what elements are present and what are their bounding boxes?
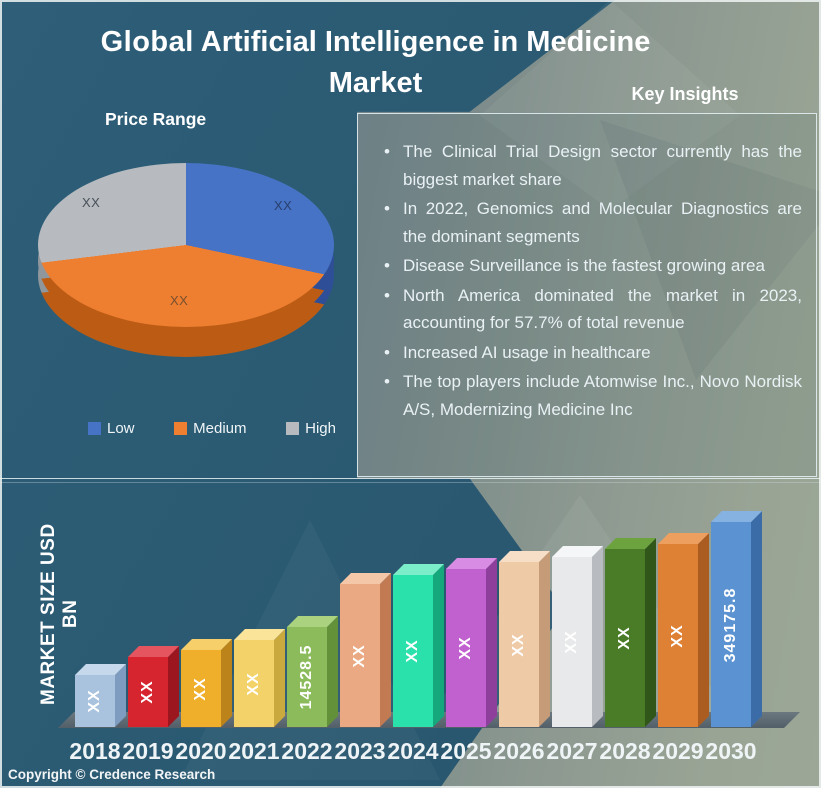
bar-side-face	[433, 564, 444, 727]
bar-side-face	[274, 629, 285, 727]
x-axis-label-2020: 2020	[175, 738, 227, 764]
title-rest-part: Artificial Intelligence in Medicine	[193, 26, 651, 58]
pie-top-face	[38, 163, 334, 327]
bar-2022: 14528.5	[287, 616, 338, 727]
bar-side-face	[168, 646, 179, 727]
pie-chart-title: Price Range	[105, 109, 207, 129]
x-axis-label-2018: 2018	[69, 738, 121, 764]
page-title: Global Artificial Intelligence in Medici…	[60, 22, 691, 104]
bar-2030: 349175.8	[711, 511, 762, 727]
bar-value-label: XX	[351, 643, 368, 668]
key-insights-heading: Key Insights	[631, 84, 739, 104]
page-title-line1: Global Artificial Intelligence in Medici…	[101, 26, 651, 58]
bar-value-label: 349175.8	[722, 587, 739, 662]
bar-2029: XX	[658, 533, 709, 727]
bar-side-face	[539, 551, 550, 727]
x-axis-label-2030: 2030	[705, 738, 757, 764]
bar-2020: XX	[181, 639, 232, 727]
x-axis-label-2027: 2027	[546, 738, 598, 764]
x-axis-label-2024: 2024	[387, 738, 439, 764]
section-divider-line-secondary	[0, 482, 821, 483]
copyright-text: Copyright © Credence Research	[8, 767, 216, 782]
bar-2019: XX	[128, 646, 179, 727]
bar-side-face	[751, 511, 762, 727]
bar-value-label: 14528.5	[298, 644, 315, 710]
legend-swatch-low	[88, 422, 101, 435]
bar-2018: XX	[75, 664, 126, 727]
bar-front-face: XX	[393, 575, 433, 727]
insight-bullet: Increased AI usage in healthcare	[376, 339, 802, 367]
x-axis-label-2026: 2026	[493, 738, 545, 764]
bar-front-face: XX	[499, 562, 539, 727]
pie-slice-label-medium: XX	[170, 293, 189, 308]
bar-front-face: XX	[234, 640, 274, 727]
legend-swatch-medium	[174, 422, 188, 435]
x-axis-label-2021: 2021	[228, 738, 280, 764]
x-axis-label-2029: 2029	[652, 738, 704, 764]
bar-front-face: XX	[340, 584, 380, 727]
bar-front-face: XX	[128, 657, 168, 727]
bar-front-face: XX	[605, 549, 645, 727]
bar-side-face	[698, 533, 709, 727]
x-axis-label-2022: 2022	[281, 738, 333, 764]
x-axis-label-2019: 2019	[122, 738, 174, 764]
section-divider-line	[0, 478, 821, 479]
bar-2021: XX	[234, 629, 285, 727]
pie-legend: Low Medium High	[88, 420, 336, 437]
bar-value-label: XX	[86, 689, 103, 713]
insight-bullet: Disease Surveillance is the fastest grow…	[376, 252, 802, 280]
bar-side-face	[327, 616, 338, 727]
insight-bullet: North America dominated the market in 20…	[376, 282, 802, 337]
pie-slice-label-low: XX	[274, 198, 293, 213]
bar-side-face	[380, 573, 391, 727]
bar-front-face: XX	[446, 569, 486, 727]
pie-chart: XX XX XX	[30, 163, 342, 373]
bar-2027: XX	[552, 546, 603, 727]
x-axis-label-2025: 2025	[440, 738, 492, 764]
bar-2024: XX	[393, 564, 444, 727]
bar-value-label: XX	[616, 626, 633, 650]
bar-value-label: XX	[139, 680, 156, 704]
bar-value-label: XX	[563, 630, 580, 654]
insight-bullet: The Clinical Trial Design sector current…	[376, 138, 802, 193]
insight-bullet: The top players include Atomwise Inc., N…	[376, 368, 802, 423]
title-bold-part: Global	[100, 26, 194, 58]
legend-label-high: High	[305, 420, 336, 437]
bar-side-face	[592, 546, 603, 727]
insight-bullet: In 2022, Genomics and Molecular Diagnost…	[376, 195, 802, 250]
bar-2026: XX	[499, 551, 550, 727]
bar-2023: XX	[340, 573, 391, 727]
legend-item-low: Low	[88, 420, 135, 437]
bar-value-label: XX	[457, 636, 474, 660]
bar-value-label: XX	[192, 676, 209, 701]
key-insights-list: The Clinical Trial Design sector current…	[376, 138, 802, 423]
bar-value-label: XX	[404, 639, 421, 663]
pie-slice-label-high: XX	[82, 195, 101, 210]
bar-value-label: XX	[510, 632, 527, 657]
x-axis-label-2028: 2028	[599, 738, 651, 764]
bar-front-face: 14528.5	[287, 627, 327, 727]
bar-front-face: XX	[658, 544, 698, 727]
legend-label-medium: Medium	[193, 420, 247, 437]
bar-value-label: XX	[669, 623, 686, 648]
bar-front-face: 349175.8	[711, 522, 751, 727]
bar-front-face: XX	[552, 557, 592, 727]
bar-2025: XX	[446, 558, 497, 727]
page-title-line2: Market	[328, 67, 423, 99]
legend-item-medium: Medium	[174, 420, 247, 437]
legend-label-low: Low	[107, 420, 135, 437]
bar-side-face	[645, 538, 656, 727]
bar-front-face: XX	[181, 650, 221, 727]
bar-chart: MARKET SIZE USD BN XX 2018 XX 2019 XX 2020 XX 2…	[0, 480, 821, 788]
legend-item-high: High	[286, 420, 336, 437]
bar-front-face: XX	[75, 675, 115, 727]
bar-side-face	[486, 558, 497, 727]
legend-swatch-high	[286, 422, 300, 435]
key-insights-box: The Clinical Trial Design sector current…	[357, 113, 817, 477]
bar-side-face	[221, 639, 232, 727]
bar-value-label: XX	[245, 671, 262, 696]
x-axis-label-2023: 2023	[334, 738, 386, 764]
bar-2028: XX	[605, 538, 656, 727]
bar-side-face	[115, 664, 126, 727]
